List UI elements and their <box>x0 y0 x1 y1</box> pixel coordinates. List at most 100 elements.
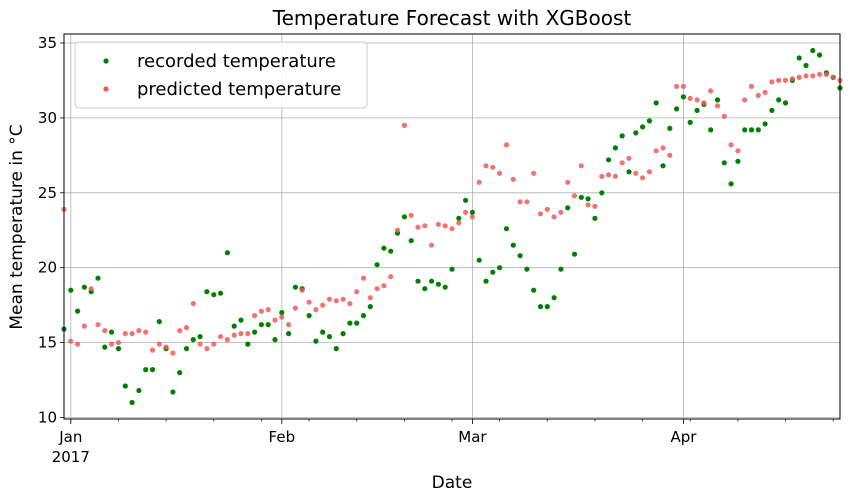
recorded-point <box>776 97 782 103</box>
predicted-point <box>544 206 550 212</box>
predicted-point <box>463 209 469 215</box>
predicted-point <box>735 148 741 154</box>
predicted-point <box>565 179 571 185</box>
predicted-point <box>667 152 673 158</box>
predicted-point <box>531 170 537 176</box>
recorded-point <box>265 322 271 328</box>
recorded-point <box>810 47 816 54</box>
predicted-point <box>817 71 823 77</box>
predicted-point <box>245 331 251 337</box>
recorded-point <box>149 367 156 373</box>
predicted-point <box>776 77 782 83</box>
recorded-point <box>313 338 319 344</box>
recorded-point <box>714 97 721 103</box>
predicted-point <box>279 314 285 320</box>
predicted-point <box>728 142 734 148</box>
recorded-point <box>817 52 823 58</box>
predicted-point <box>340 296 346 302</box>
predicted-point <box>585 202 591 208</box>
predicted-point <box>823 71 830 77</box>
predicted-point <box>88 286 94 292</box>
recorded-point <box>401 214 407 220</box>
predicted-point <box>646 169 653 175</box>
predicted-point <box>456 220 462 226</box>
recorded-point <box>177 370 183 376</box>
predicted-point <box>483 163 489 169</box>
recorded-point <box>347 320 353 326</box>
recorded-point <box>490 269 496 275</box>
predicted-point <box>272 317 278 323</box>
predicted-point <box>469 214 475 220</box>
predicted-point <box>197 341 203 347</box>
predicted-point <box>653 148 659 154</box>
predicted-point <box>326 296 333 302</box>
predicted-point <box>762 89 768 95</box>
predicted-point <box>306 299 312 305</box>
recorded-point <box>592 215 598 221</box>
predicted-point <box>503 142 510 148</box>
predicted-point <box>129 331 135 337</box>
recorded-point <box>143 367 149 373</box>
recorded-point <box>469 209 475 215</box>
predicted-point <box>258 308 264 314</box>
recorded-point <box>340 331 346 337</box>
recorded-point <box>252 329 258 335</box>
predicted-point <box>354 289 360 295</box>
predicted-point <box>748 83 755 89</box>
recorded-point <box>81 284 87 290</box>
recorded-point <box>381 245 387 251</box>
recorded-point <box>218 290 224 296</box>
predicted-point <box>408 212 414 218</box>
predicted-point <box>490 164 496 170</box>
recorded-point <box>633 130 639 136</box>
recorded-point <box>156 319 162 325</box>
recorded-point <box>109 329 115 335</box>
legend-marker-predicted <box>103 86 109 92</box>
recorded-point <box>517 253 523 259</box>
recorded-point <box>415 278 421 284</box>
predicted-point <box>415 224 421 230</box>
predicted-point <box>252 313 258 319</box>
predicted-point <box>360 275 367 281</box>
recorded-point <box>333 346 339 352</box>
recorded-point <box>68 287 74 293</box>
recorded-point <box>667 125 673 131</box>
predicted-point <box>320 302 326 308</box>
recorded-point <box>272 337 278 343</box>
predicted-point <box>211 341 217 347</box>
y-axis-label: Mean temperature in °C <box>7 124 27 329</box>
recorded-point <box>565 205 571 211</box>
predicted-point <box>149 347 156 353</box>
y-tick-label: 20 <box>38 259 57 277</box>
predicted-point <box>497 170 503 176</box>
recorded-point <box>442 284 448 290</box>
predicted-point <box>619 160 625 166</box>
predicted-point <box>708 88 714 94</box>
recorded-point <box>354 320 360 326</box>
predicted-point <box>292 305 298 311</box>
recorded-point <box>408 238 414 244</box>
predicted-point <box>476 179 482 185</box>
predicted-point <box>238 331 244 337</box>
predicted-point <box>796 74 802 80</box>
recorded-point <box>306 313 312 319</box>
recorded-point <box>660 163 666 169</box>
recorded-point <box>680 94 687 100</box>
x-tick-label: Feb <box>269 428 296 446</box>
recorded-point <box>537 304 544 310</box>
predicted-point <box>109 341 115 347</box>
recorded-point <box>449 266 455 272</box>
data-points <box>61 47 843 406</box>
recorded-point <box>211 292 217 298</box>
predicted-point <box>156 341 162 347</box>
recorded-point <box>524 266 530 272</box>
recorded-point <box>503 226 510 232</box>
predicted-point <box>640 175 646 181</box>
x-tick-sublabel: 2017 <box>52 448 90 466</box>
recorded-point <box>497 265 503 271</box>
x-axis: Jan 2017 Feb Mar Apr <box>52 419 834 466</box>
predicted-point <box>388 274 394 280</box>
predicted-point <box>183 325 190 331</box>
predicted-point <box>524 199 530 205</box>
predicted-point <box>163 344 169 350</box>
